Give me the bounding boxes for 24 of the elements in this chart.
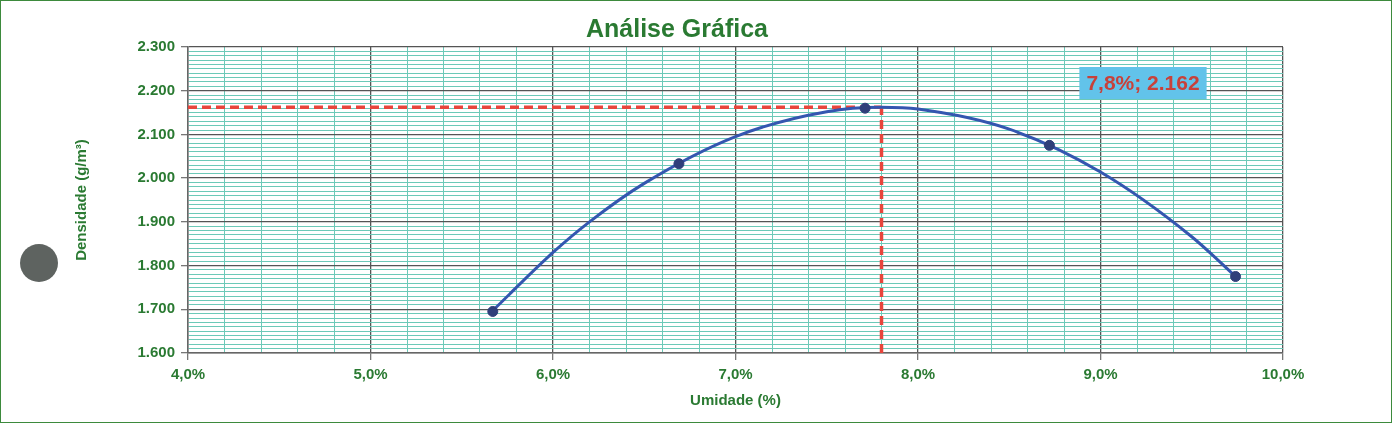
point <box>859 102 871 114</box>
y-tick-label: 2.000 <box>137 168 175 186</box>
x-tick-label: 7,0% <box>718 365 753 383</box>
x-tick-label: 6,0% <box>535 365 571 383</box>
y-tick-label: 2.100 <box>137 124 175 142</box>
y-tick-label: 2.300 <box>137 37 175 55</box>
point <box>1230 271 1242 282</box>
annotation: 7,8%; 2.162 <box>1086 70 1200 94</box>
y-tick-label: 1.900 <box>137 212 175 229</box>
y-tick-label: 2.200 <box>137 80 175 98</box>
x-axis-title: Umidade (%) <box>690 391 781 409</box>
chart-title: Análise Gráfica <box>585 13 770 42</box>
x-tick-label: 8,0% <box>900 365 936 383</box>
x-tick-label: 4,0% <box>170 365 206 383</box>
y-tick-label: 1.700 <box>137 299 175 317</box>
x-tick-label: 9,0% <box>1083 365 1118 383</box>
x-tick-label: 5,0% <box>353 365 388 383</box>
point <box>673 158 685 170</box>
y-axis-title: Densidade (g/m³) <box>72 139 90 261</box>
point <box>487 305 499 317</box>
y-tick-label: 1.600 <box>137 343 175 361</box>
y-tick-label: 1.800 <box>137 255 175 273</box>
point <box>1043 139 1055 151</box>
x-tick-label: 10,0% <box>1261 365 1305 383</box>
